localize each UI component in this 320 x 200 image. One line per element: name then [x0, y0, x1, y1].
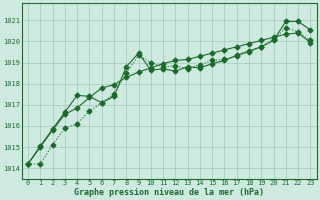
X-axis label: Graphe pression niveau de la mer (hPa): Graphe pression niveau de la mer (hPa): [74, 188, 264, 197]
